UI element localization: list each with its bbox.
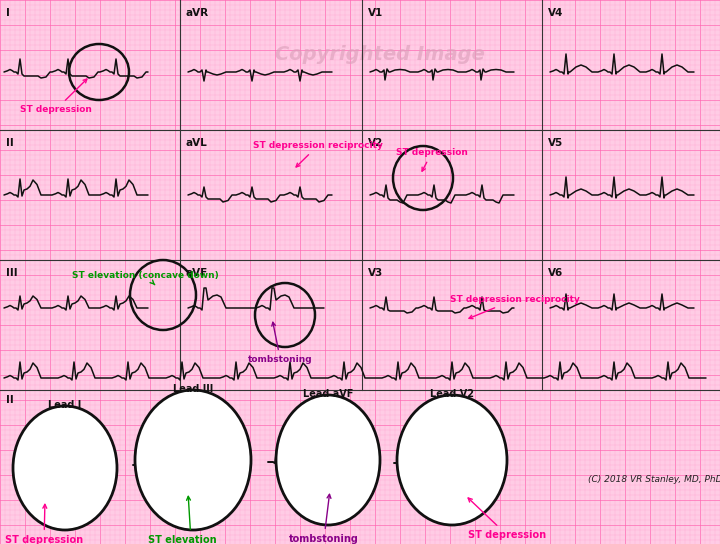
Text: Lead I: Lead I: [48, 400, 81, 410]
Text: tombstoning: tombstoning: [248, 322, 312, 364]
Text: II: II: [6, 395, 14, 405]
Text: V4: V4: [548, 8, 563, 18]
Text: ST depression: ST depression: [396, 148, 468, 171]
Text: III: III: [6, 268, 17, 278]
Text: I: I: [6, 8, 10, 18]
Text: V3: V3: [368, 268, 383, 278]
Ellipse shape: [13, 406, 117, 530]
Text: ST elevation (concave down): ST elevation (concave down): [72, 271, 219, 285]
Ellipse shape: [135, 390, 251, 530]
Text: ST depression: ST depression: [20, 79, 92, 114]
Ellipse shape: [397, 395, 507, 525]
Text: V5: V5: [548, 138, 563, 148]
Text: Lead III: Lead III: [173, 384, 213, 394]
Text: Copyrighted Image: Copyrighted Image: [275, 46, 485, 65]
Text: aVL: aVL: [186, 138, 208, 148]
Text: Lead V2: Lead V2: [430, 389, 474, 399]
Text: aVR: aVR: [186, 8, 209, 18]
Text: Lead aVF: Lead aVF: [303, 389, 354, 399]
Text: V2: V2: [368, 138, 383, 148]
Text: II: II: [6, 138, 14, 148]
Text: aVF: aVF: [186, 268, 208, 278]
Text: ST depression: ST depression: [5, 504, 83, 544]
Text: (C) 2018 VR Stanley, MD, PhD: (C) 2018 VR Stanley, MD, PhD: [588, 475, 720, 485]
Text: tombstoning: tombstoning: [289, 494, 359, 544]
Text: ST depression: ST depression: [468, 498, 546, 540]
Text: ST elevation
(concave down): ST elevation (concave down): [148, 496, 235, 544]
Ellipse shape: [276, 395, 380, 525]
Text: V1: V1: [368, 8, 383, 18]
Text: V6: V6: [548, 268, 563, 278]
Text: ST depression reciprocity: ST depression reciprocity: [253, 141, 383, 167]
Text: ST depression reciprocity: ST depression reciprocity: [450, 295, 580, 319]
